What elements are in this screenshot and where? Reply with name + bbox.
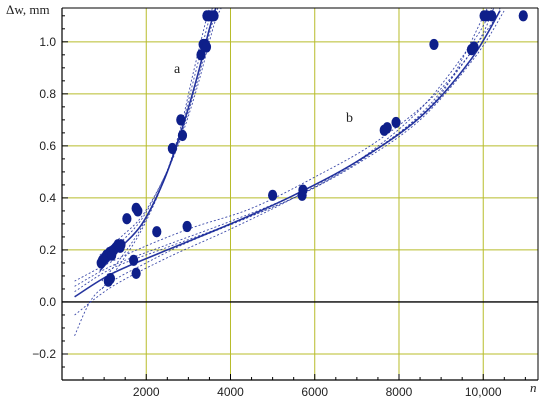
y-tick-label-1: 0.0: [39, 295, 56, 309]
fit-curve-b-2: [74, 7, 488, 336]
data-point-a-19: [176, 114, 186, 126]
data-point-a-18: [167, 142, 177, 155]
data-point-b-13: [487, 10, 497, 22]
fit-curve-a-4: [101, 7, 210, 290]
y-tick-label-0: −0.2: [32, 347, 56, 361]
x-tick-label-3: 8000: [386, 385, 413, 399]
data-points: [96, 10, 528, 287]
data-point-b-2: [268, 189, 278, 201]
y-axis-title: Δw, mm: [6, 2, 50, 17]
data-point-a-16: [129, 254, 139, 266]
x-tick-label-2: 6000: [301, 385, 328, 399]
data-point-a-24: [201, 41, 212, 53]
fit-curve-a-2: [101, 7, 213, 282]
grid-lines: [62, 8, 538, 380]
fit-curve-a-3: [99, 7, 222, 256]
data-point-a-15: [105, 272, 116, 285]
data-point-a-10: [116, 239, 126, 251]
fit-curve-b-1: [74, 10, 505, 292]
x-tick-label-1: 4000: [217, 385, 244, 399]
y-tick-label-3: 0.4: [39, 191, 56, 205]
data-point-a-13: [133, 205, 143, 217]
data-point-a-17: [131, 267, 141, 279]
y-tick-label-4: 0.6: [39, 139, 56, 153]
y-tick-label-2: 0.2: [39, 243, 56, 257]
data-point-b-14: [518, 10, 528, 22]
data-point-a-11: [122, 213, 132, 225]
data-point-b-1: [182, 220, 192, 233]
data-point-a-28: [209, 10, 219, 22]
y-tick-label-6: 1.0: [39, 35, 56, 49]
data-point-b-10: [469, 41, 479, 53]
data-point-b-4: [298, 184, 308, 196]
data-point-a-20: [177, 129, 188, 142]
series-label-a: a: [174, 62, 181, 77]
data-point-b-7: [391, 116, 401, 129]
fit-curve-b-3: [74, 7, 495, 287]
tick-labels: 2000 4000 6000 8000 10,000 −0.2 0.0 0.2 0.4 0.6 0.…: [32, 35, 502, 399]
x-tick-label-0: 2000: [133, 385, 160, 399]
data-point-b-6: [382, 122, 392, 134]
x-axis-title: n: [530, 380, 537, 395]
data-point-b-0: [152, 226, 162, 238]
y-tick-label-5: 0.8: [39, 87, 56, 101]
data-point-b-8: [429, 38, 439, 51]
data-point-a-21: [196, 49, 206, 61]
x-tick-label-4: 10,000: [465, 385, 502, 399]
fit-curve-b-4: [74, 7, 501, 282]
axes-frame: [61, 7, 539, 381]
series-label-b: b: [346, 111, 353, 126]
